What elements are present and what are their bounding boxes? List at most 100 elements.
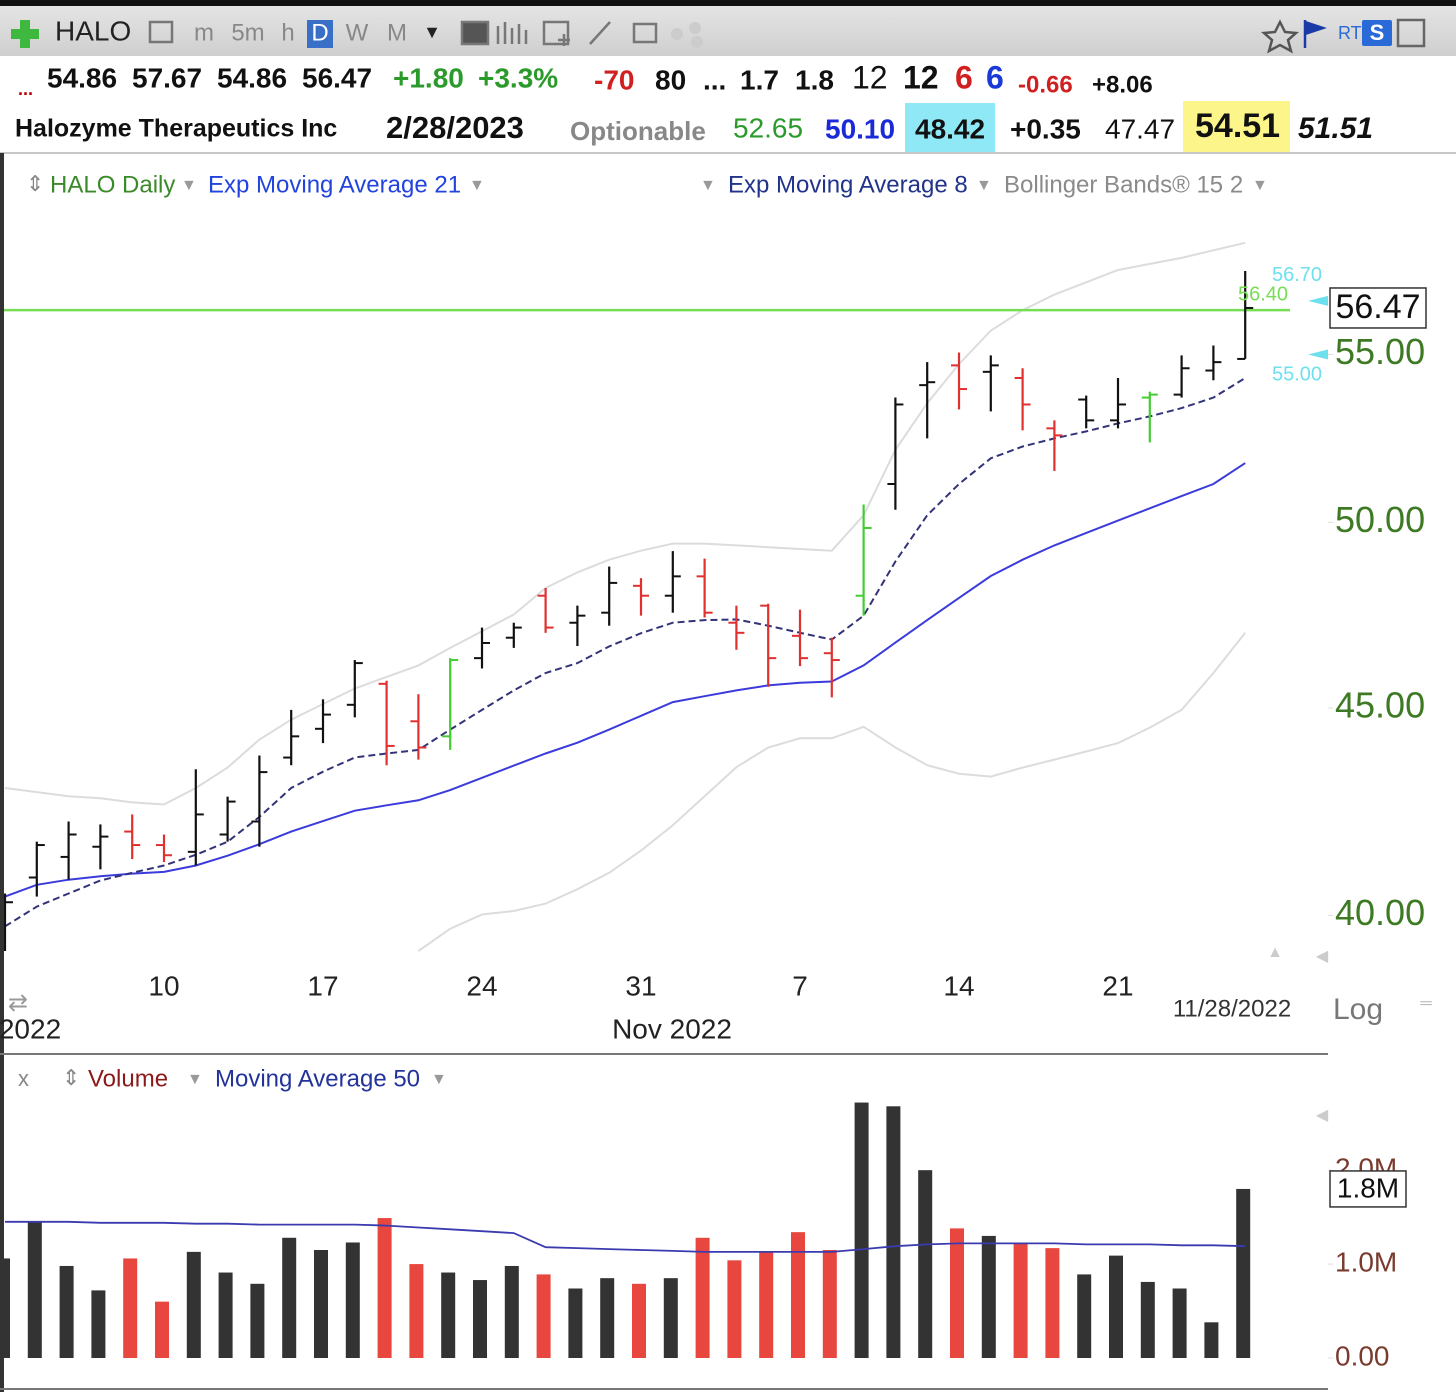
- interval[interactable]: D: [311, 19, 328, 46]
- legend-menu[interactable]: ▼: [469, 177, 485, 194]
- y-tick-label: 0.00: [1335, 1340, 1390, 1371]
- legend-menu[interactable]: ▼: [181, 177, 197, 194]
- interval-active[interactable]: [307, 20, 333, 48]
- interval[interactable]: h: [281, 19, 294, 46]
- move-handle[interactable]: ⇕: [62, 1065, 80, 1090]
- legend-menu[interactable]: ▼: [431, 1071, 447, 1088]
- volume-bar: [4, 1258, 10, 1358]
- scroll-arrow[interactable]: ◀: [1316, 1107, 1329, 1124]
- s-label[interactable]: S: [1370, 20, 1385, 45]
- interval-group: m 5m h D W M: [194, 19, 407, 48]
- quote-field: 54.51: [1195, 107, 1280, 145]
- scroll-arrow[interactable]: ◀: [1316, 948, 1329, 965]
- volume-bar: [91, 1290, 106, 1358]
- volume-bar: [250, 1283, 265, 1358]
- last-price-label: 56.47: [1335, 288, 1420, 326]
- volume-bar: [377, 1218, 392, 1358]
- volume-bar: [473, 1280, 487, 1358]
- quote-field: 47.47: [1105, 113, 1175, 144]
- interval[interactable]: W: [346, 19, 369, 46]
- volume-bar: [27, 1221, 42, 1358]
- volume-bar: [441, 1272, 456, 1358]
- volume-bar: [981, 1235, 996, 1358]
- volume-bar: [1236, 1188, 1251, 1358]
- s-button[interactable]: [1362, 20, 1392, 46]
- interval[interactable]: 5m: [231, 19, 264, 46]
- optionable: Optionable: [570, 116, 706, 146]
- quote-low: 54.86: [217, 62, 287, 93]
- volume-bar: [345, 1242, 360, 1358]
- y-tick-label: 1.0M: [1335, 1246, 1397, 1277]
- volume-bar: [1140, 1281, 1155, 1358]
- volume-bar: [886, 1106, 901, 1358]
- volume-bar: [600, 1278, 615, 1358]
- quote-field: 12: [852, 59, 888, 95]
- last-volume-box: [1329, 1170, 1407, 1208]
- x-tick-label: 31: [625, 970, 656, 1001]
- volume-bar: [854, 1102, 869, 1358]
- quote-field: 1.7: [740, 64, 779, 95]
- x-tick-label: 24: [466, 970, 497, 1001]
- volume-bar: [950, 1228, 964, 1358]
- legend-ma50[interactable]: Moving Average 50: [215, 1065, 420, 1092]
- legend-bollinger[interactable]: Bollinger Bands® 15 2: [1004, 171, 1243, 198]
- moving-average: [4, 377, 1246, 928]
- scroll-icon[interactable]: ⇄: [8, 989, 28, 1016]
- last-volume-label: 1.8M: [1337, 1172, 1399, 1203]
- volume-bar: [1013, 1242, 1028, 1358]
- add-icon[interactable]: [11, 20, 39, 48]
- volume-bar: [282, 1237, 297, 1358]
- date: 2/28/2023: [386, 110, 524, 145]
- legend-price[interactable]: HALO Daily: [50, 171, 175, 198]
- close-panel[interactable]: x: [18, 1066, 29, 1091]
- quote-field: 6: [955, 59, 973, 95]
- quote-field: 6: [986, 59, 1004, 95]
- x-tick-label: 17: [307, 970, 338, 1001]
- quote-field: 51.51: [1298, 112, 1373, 145]
- tool-icons[interactable]: [148, 18, 1426, 54]
- volume-bar: [791, 1232, 805, 1358]
- expand-arrow[interactable]: ▲: [1267, 944, 1283, 961]
- scale-label[interactable]: Log: [1333, 993, 1383, 1026]
- volume-bar: [663, 1278, 678, 1358]
- legend-menu[interactable]: ▼: [1252, 177, 1268, 194]
- move-handle[interactable]: ⇕: [26, 171, 44, 196]
- x-tick-label: 21: [1102, 970, 1133, 1001]
- quote-change-pct: +3.3%: [478, 62, 558, 93]
- legend-menu[interactable]: ▼: [187, 1071, 203, 1088]
- volume-bar: [1045, 1248, 1060, 1358]
- left-edge: [0, 153, 4, 1392]
- legend-ema21[interactable]: Exp Moving Average 21: [208, 171, 461, 198]
- volume-bar: [822, 1249, 837, 1358]
- bollinger-upper: [4, 241, 1246, 806]
- cursor-date: 11/28/2022: [1173, 995, 1291, 1022]
- scale-menu[interactable]: ═: [1419, 995, 1432, 1012]
- symbol[interactable]: HALO: [55, 15, 131, 46]
- volume-bar: [1172, 1288, 1187, 1358]
- rt-label[interactable]: RT: [1338, 23, 1362, 43]
- quote-more: ...: [18, 79, 33, 99]
- axes: 56.40 10 17 24 31 7 14 21 40.00 45.00 50.00 55.00 56…: [148, 264, 1427, 1371]
- volume-bar: [568, 1288, 583, 1358]
- level-label: 55.00: [1272, 364, 1322, 386]
- interval[interactable]: M: [387, 19, 407, 46]
- last-price-box: [1329, 287, 1427, 329]
- interval[interactable]: m: [194, 19, 214, 46]
- legend-menu[interactable]: ▼: [976, 177, 992, 194]
- level-label: 56.70: [1272, 264, 1322, 286]
- volume-average: [5, 1220, 1246, 1253]
- volume-bar: [695, 1237, 710, 1358]
- legend-volume[interactable]: Volume: [88, 1065, 168, 1092]
- quote-field: 80: [655, 64, 686, 95]
- interval-menu[interactable]: ▼: [423, 22, 441, 42]
- volume-bar: [759, 1251, 774, 1358]
- quote-field: +8.06: [1092, 71, 1153, 98]
- volume-bar: [186, 1251, 201, 1358]
- legend-ema8[interactable]: Exp Moving Average 8: [728, 171, 968, 198]
- legend-menu[interactable]: ▼: [700, 177, 716, 194]
- quote-field: -0.66: [1018, 71, 1073, 98]
- x-tick-label: 14: [943, 970, 974, 1001]
- highlight-cyan: [905, 103, 995, 152]
